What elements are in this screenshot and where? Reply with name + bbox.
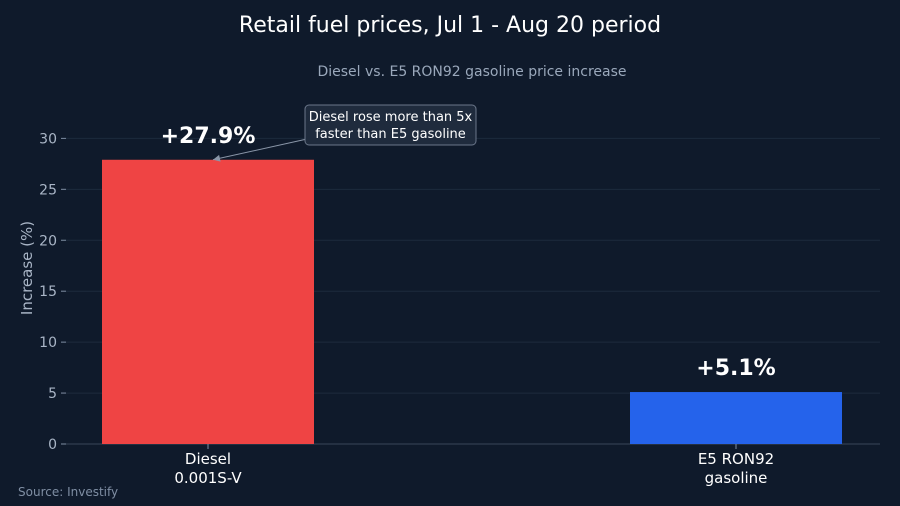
- annotation-text-line1: Diesel rose more than 5x: [309, 110, 473, 125]
- y-tick-label: 15: [39, 284, 57, 300]
- bars: [102, 159, 842, 445]
- data-label: +27.9%: [161, 124, 256, 149]
- y-tick-label: 25: [39, 182, 57, 198]
- source-note: Source: Investify: [18, 485, 118, 499]
- y-tick-label: 0: [48, 437, 57, 453]
- y-axis-label: Increase (%): [18, 221, 36, 315]
- category-label-line1: E5 RON92: [698, 450, 774, 468]
- annotation-box: [304, 104, 477, 146]
- annotation: Diesel rose more than 5x faster than E5 …: [212, 104, 477, 162]
- y-tick-label: 20: [39, 233, 57, 249]
- category-label-line1: Diesel: [185, 450, 231, 468]
- annotation-text-line2: faster than E5 gasoline: [315, 127, 466, 142]
- category-label-line2: gasoline: [705, 469, 768, 487]
- data-labels: +27.9% +5.1%: [161, 124, 776, 381]
- data-label: +5.1%: [696, 356, 775, 381]
- bar: [630, 392, 842, 444]
- y-axis-ticks: 0 5 10 15 20 25 30: [39, 131, 66, 453]
- chart-title: Retail fuel prices, Jul 1 - Aug 20 perio…: [239, 13, 661, 38]
- category-label-line2: 0.001S-V: [174, 469, 242, 487]
- y-tick-label: 10: [39, 335, 57, 351]
- bar: [102, 159, 314, 445]
- y-tick-label: 5: [48, 386, 57, 402]
- chart-subtitle: Diesel vs. E5 RON92 gasoline price incre…: [317, 64, 626, 80]
- y-tick-label: 30: [39, 131, 57, 147]
- annotation-arrowhead: [213, 154, 221, 162]
- annotation-arrow: [212, 138, 308, 161]
